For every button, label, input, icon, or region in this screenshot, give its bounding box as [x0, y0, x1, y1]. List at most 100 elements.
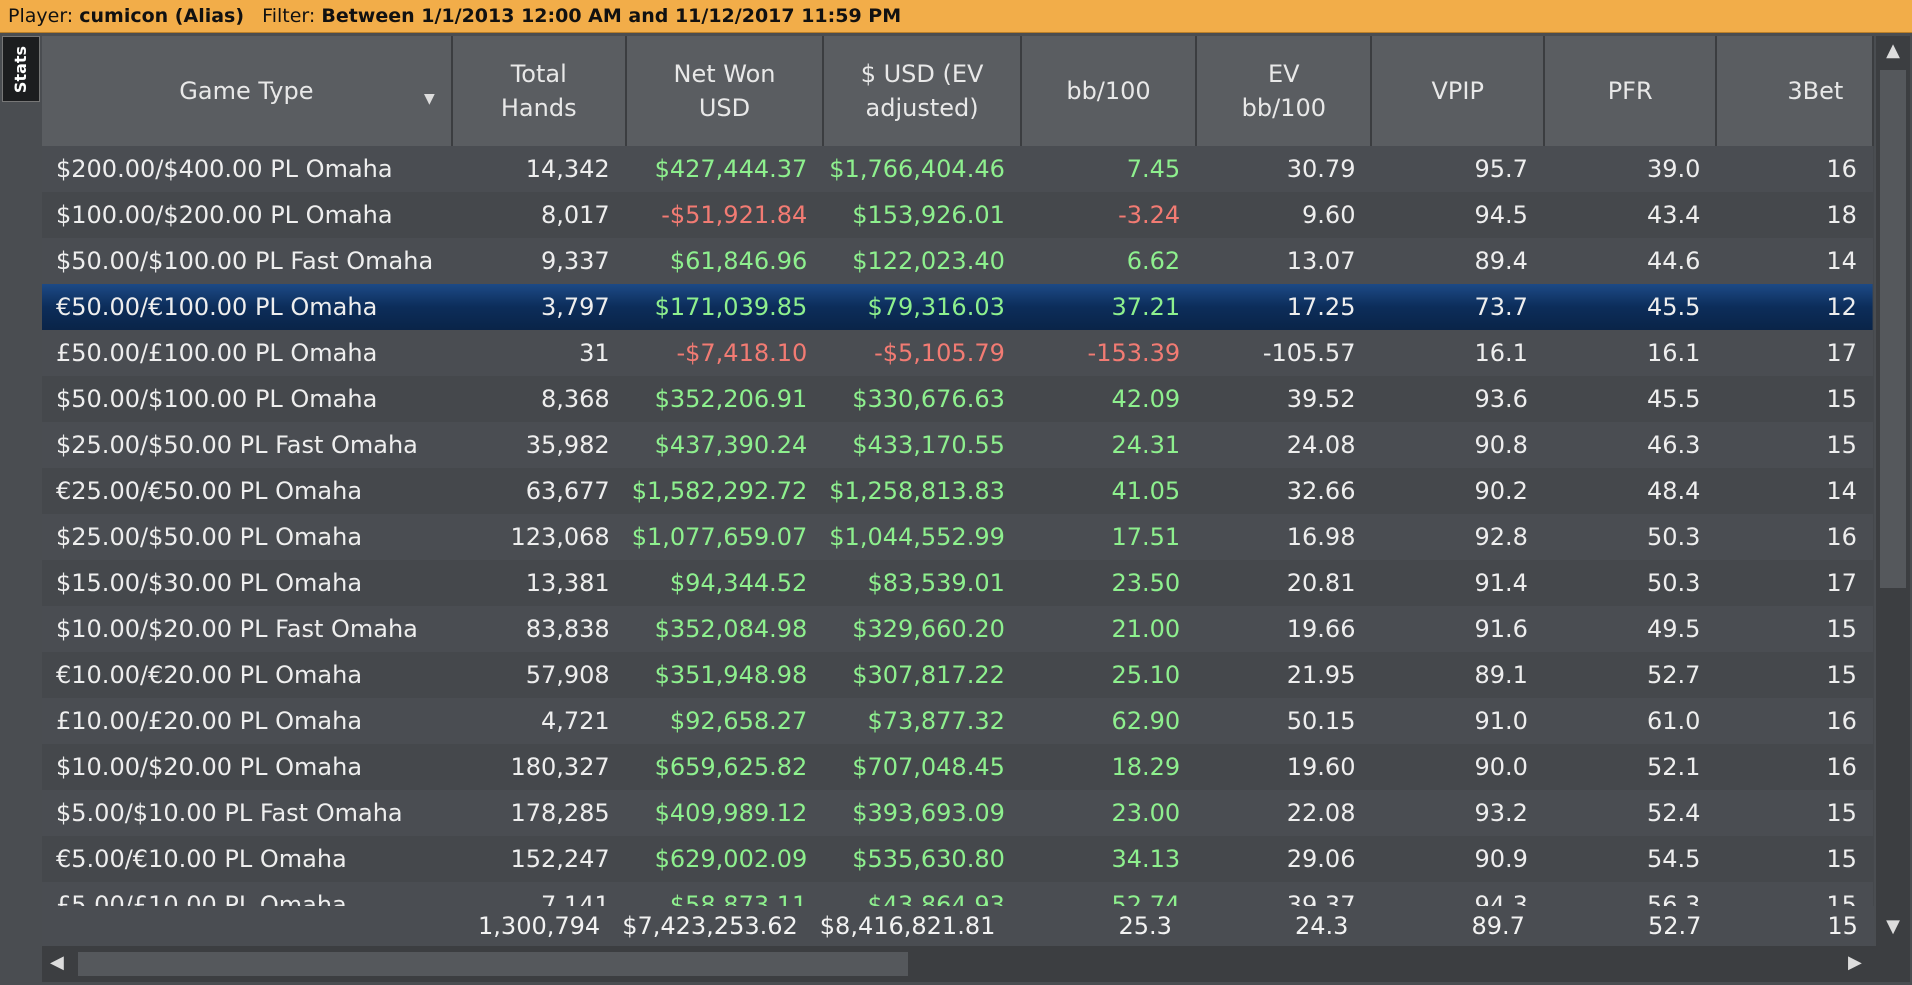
table-row[interactable]: £50.00/£100.00 PL Omaha 31 -$7,418.10 -$5,1…	[42, 330, 1873, 376]
bb100-cell: 52.74	[1111, 891, 1181, 906]
ev-usd-cell: $330,676.63	[852, 385, 1005, 413]
game-type-cell: $10.00/$20.00 PL Omaha	[56, 753, 363, 781]
vpip-cell: 89.1	[1474, 661, 1528, 689]
bb100-cell: 25.10	[1111, 661, 1181, 689]
ev-bb100-cell: 39.37	[1286, 891, 1356, 906]
ev-usd-cell: $433,170.55	[852, 431, 1005, 459]
stats-side-tab[interactable]: Stats	[2, 36, 40, 102]
game-type-cell: €50.00/€100.00 PL Omaha	[56, 293, 378, 321]
game-type-cell: $50.00/$100.00 PL Fast Omaha	[56, 247, 434, 275]
scroll-left-icon[interactable]: ◀	[50, 952, 64, 973]
pfr-cell: 52.1	[1646, 753, 1701, 781]
pfr-cell: 45.5	[1646, 385, 1701, 413]
game-type-cell: $25.00/$50.00 PL Fast Omaha	[56, 431, 418, 459]
column-label: PFR	[1607, 77, 1653, 105]
total-hands-cell: 4,721	[540, 707, 610, 735]
scroll-down-icon[interactable]: ▼	[1886, 916, 1900, 937]
total-3bet: 15	[1827, 912, 1858, 940]
pfr-cell: 61.0	[1646, 707, 1701, 735]
game-type-cell: $15.00/$30.00 PL Omaha	[56, 569, 363, 597]
table-row[interactable]: $10.00/$20.00 PL Omaha 180,327 $659,625.82…	[42, 744, 1873, 790]
column-header-game-type[interactable]: Game Type ▼	[42, 36, 453, 146]
vpip-cell: 91.0	[1474, 707, 1528, 735]
column-header-pfr[interactable]: PFR	[1543, 36, 1718, 146]
ev-usd-cell: $1,258,813.83	[829, 477, 1005, 505]
game-type-cell: $100.00/$200.00 PL Omaha	[56, 201, 393, 229]
net-won-cell: -$7,418.10	[676, 339, 808, 367]
table-row[interactable]: $50.00/$100.00 PL Omaha 8,368 $352,206.91 $…	[42, 376, 1873, 422]
net-won-cell: $629,002.09	[654, 845, 808, 873]
pfr-cell: 48.4	[1646, 477, 1701, 505]
vertical-scrollbar[interactable]: ▲ ▼	[1876, 36, 1910, 946]
column-label: Net Won	[673, 60, 776, 88]
vpip-cell: 90.2	[1474, 477, 1528, 505]
table-row[interactable]: £5.00/£10.00 PL Omaha 7,141 $58,873.11 $43,…	[42, 882, 1873, 906]
net-won-cell: $352,084.98	[654, 615, 808, 643]
bb100-cell: 7.45	[1126, 155, 1181, 183]
game-type-cell: €5.00/€10.00 PL Omaha	[56, 845, 347, 873]
net-won-cell: $409,989.12	[654, 799, 808, 827]
column-header-net-won-usd[interactable]: Net Won USD	[625, 36, 825, 146]
column-label: Total	[510, 60, 567, 88]
table-row[interactable]: $10.00/$20.00 PL Fast Omaha 83,838 $352,08…	[42, 606, 1873, 652]
total-bb100: 25.3	[1118, 912, 1172, 940]
ev-bb100-cell: 20.81	[1286, 569, 1356, 597]
3bet-cell: 16	[1826, 155, 1857, 183]
sort-down-icon[interactable]: ▼	[424, 91, 435, 107]
column-label: EV	[1268, 60, 1300, 88]
column-header-vpip[interactable]: VPIP	[1371, 36, 1545, 146]
total-hands-cell: 3,797	[540, 293, 610, 321]
table-row[interactable]: $25.00/$50.00 PL Omaha 123,068 $1,077,659.…	[42, 514, 1873, 560]
column-header-usd-ev-adjusted[interactable]: $ USD (EV adjusted)	[823, 36, 1022, 146]
vpip-cell: 16.1	[1474, 339, 1528, 367]
column-header-ev-bb100[interactable]: EV bb/100	[1196, 36, 1373, 146]
vpip-cell: 92.8	[1474, 523, 1528, 551]
column-header-3bet[interactable]: 3Bet	[1716, 36, 1874, 146]
game-type-cell: $200.00/$400.00 PL Omaha	[56, 155, 393, 183]
game-type-cell: $5.00/$10.00 PL Fast Omaha	[56, 799, 403, 827]
table-row[interactable]: €10.00/€20.00 PL Omaha 57,908 $351,948.98 $…	[42, 652, 1873, 698]
column-header-total-hands[interactable]: Total Hands	[451, 36, 627, 146]
table-row[interactable]: €50.00/€100.00 PL Omaha 3,797 $171,039.85 $…	[42, 284, 1873, 330]
3bet-cell: 18	[1826, 201, 1857, 229]
vertical-scroll-thumb[interactable]	[1880, 70, 1906, 588]
vpip-cell: 73.7	[1474, 293, 1528, 321]
ev-bb100-cell: 22.08	[1286, 799, 1356, 827]
scroll-right-icon[interactable]: ▶	[1848, 952, 1862, 973]
table-row[interactable]: $15.00/$30.00 PL Omaha 13,381 $94,344.52 $8…	[42, 560, 1873, 606]
table-row[interactable]: $50.00/$100.00 PL Fast Omaha 9,337 $61,846…	[42, 238, 1873, 284]
3bet-cell: 16	[1826, 753, 1857, 781]
filter-value: Between 1/1/2013 12:00 AM and 11/12/2017…	[321, 5, 902, 27]
totals-row: 1,300,794 $7,423,253.62 $8,416,821.81 25…	[42, 906, 1874, 946]
ev-bb100-cell: 21.95	[1286, 661, 1356, 689]
scroll-up-icon[interactable]: ▲	[1886, 40, 1900, 61]
total-hands-cell: 180,327	[510, 753, 610, 781]
ev-usd-cell: $329,660.20	[852, 615, 1005, 643]
horizontal-scrollbar[interactable]: ◀ ▶	[42, 946, 1876, 982]
table-row[interactable]: $100.00/$200.00 PL Omaha 8,017 -$51,921.84…	[42, 192, 1873, 238]
table-row[interactable]: $5.00/$10.00 PL Fast Omaha 178,285 $409,98…	[42, 790, 1873, 836]
game-type-cell: €25.00/€50.00 PL Omaha	[56, 477, 363, 505]
total-hands-cell: 8,017	[540, 201, 610, 229]
column-header-bb100[interactable]: bb/100	[1020, 36, 1198, 146]
table-row[interactable]: $200.00/$400.00 PL Omaha 14,342 $427,444.3…	[42, 146, 1873, 192]
horizontal-scroll-thumb[interactable]	[78, 952, 908, 976]
filter-bar: Player: cumicon (Alias) Filter: Between …	[0, 0, 1912, 33]
3bet-cell: 14	[1826, 477, 1857, 505]
ev-usd-cell: $153,926.01	[852, 201, 1005, 229]
3bet-cell: 15	[1826, 431, 1857, 459]
vpip-cell: 94.5	[1474, 201, 1528, 229]
net-won-cell: $351,948.98	[654, 661, 808, 689]
column-label: $ USD (EV	[860, 60, 984, 88]
table-row[interactable]: €5.00/€10.00 PL Omaha 152,247 $629,002.09 $…	[42, 836, 1873, 882]
header-row: Game Type ▼ Total Hands Net Won USD $ USD …	[42, 36, 1874, 146]
table-row[interactable]: €25.00/€50.00 PL Omaha 63,677 $1,582,292.7…	[42, 468, 1873, 514]
total-hands-cell: 83,838	[525, 615, 610, 643]
pfr-cell: 44.6	[1646, 247, 1701, 275]
ev-bb100-cell: 29.06	[1286, 845, 1356, 873]
vpip-cell: 93.6	[1474, 385, 1528, 413]
table-row[interactable]: £10.00/£20.00 PL Omaha 4,721 $92,658.27 $73…	[42, 698, 1873, 744]
3bet-cell: 16	[1826, 523, 1857, 551]
table-row[interactable]: $25.00/$50.00 PL Fast Omaha 35,982 $437,39…	[42, 422, 1873, 468]
pfr-cell: 50.3	[1646, 523, 1701, 551]
